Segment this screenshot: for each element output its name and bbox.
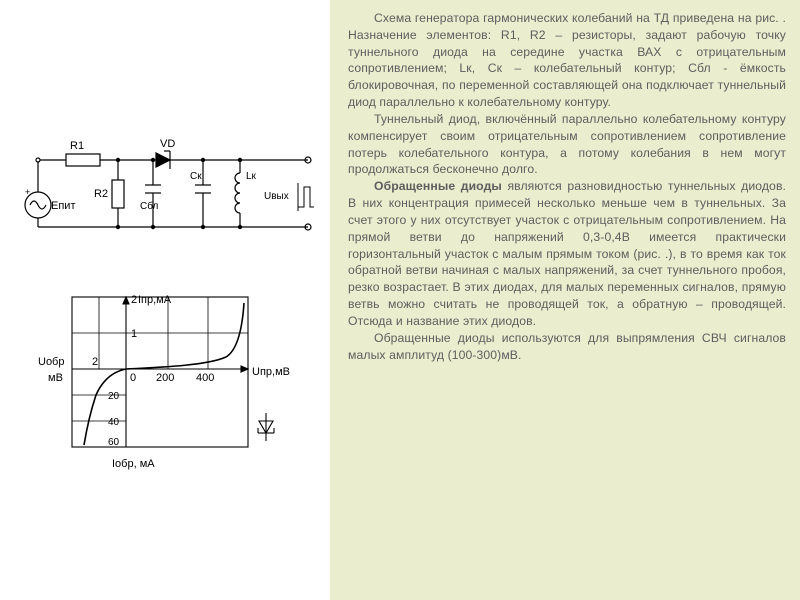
label-ipr: Iпр,мА bbox=[138, 294, 172, 306]
svg-text:1: 1 bbox=[131, 328, 137, 340]
svg-text:400: 400 bbox=[196, 372, 214, 384]
label-cbl: Сбл bbox=[140, 200, 159, 212]
paragraph-2: Туннельный диод, включённый параллельно … bbox=[348, 111, 786, 178]
svg-text:2: 2 bbox=[131, 294, 137, 306]
svg-text:40: 40 bbox=[108, 417, 120, 428]
iv-graph: 2 Iпр,мА 1 0 200 400 Uпр,мВ 2 Uобр мВ 20… bbox=[8, 285, 318, 475]
label-r2: R2 bbox=[94, 188, 108, 200]
svg-text:20: 20 bbox=[108, 391, 120, 402]
svg-text:60: 60 bbox=[108, 437, 120, 448]
paragraph-4: Обращенные диоды используются для выпрям… bbox=[348, 330, 786, 364]
text-column: Схема генератора гармонических колебаний… bbox=[330, 0, 800, 600]
label-ck: Ск bbox=[190, 171, 202, 182]
paragraph-1: Схема генератора гармонических колебаний… bbox=[348, 10, 786, 111]
bold-term: Обращенные диоды bbox=[374, 179, 502, 193]
label-uobr: Uобр bbox=[38, 356, 64, 368]
paragraph-3-body: являются разновидностью туннельных диодо… bbox=[348, 179, 786, 328]
label-vd: VD bbox=[160, 138, 175, 150]
label-r1: R1 bbox=[70, 140, 84, 152]
label-iobr: Iобр, мА bbox=[112, 458, 155, 470]
svg-text:0: 0 bbox=[130, 372, 136, 384]
circuit-schematic: Епит + R1 R2 bbox=[8, 125, 318, 245]
label-uout: Uвых bbox=[264, 191, 289, 202]
label-mv: мВ bbox=[48, 372, 63, 384]
label-epit: Епит bbox=[51, 200, 75, 212]
figures-column: Епит + R1 R2 bbox=[0, 0, 330, 600]
svg-text:2: 2 bbox=[92, 356, 98, 368]
svg-text:200: 200 bbox=[156, 372, 174, 384]
label-upr: Uпр,мВ bbox=[252, 366, 290, 378]
paragraph-3: Обращенные диоды являются разновидностью… bbox=[348, 178, 786, 329]
svg-text:+: + bbox=[25, 187, 30, 197]
label-lk: Lк bbox=[246, 171, 257, 182]
